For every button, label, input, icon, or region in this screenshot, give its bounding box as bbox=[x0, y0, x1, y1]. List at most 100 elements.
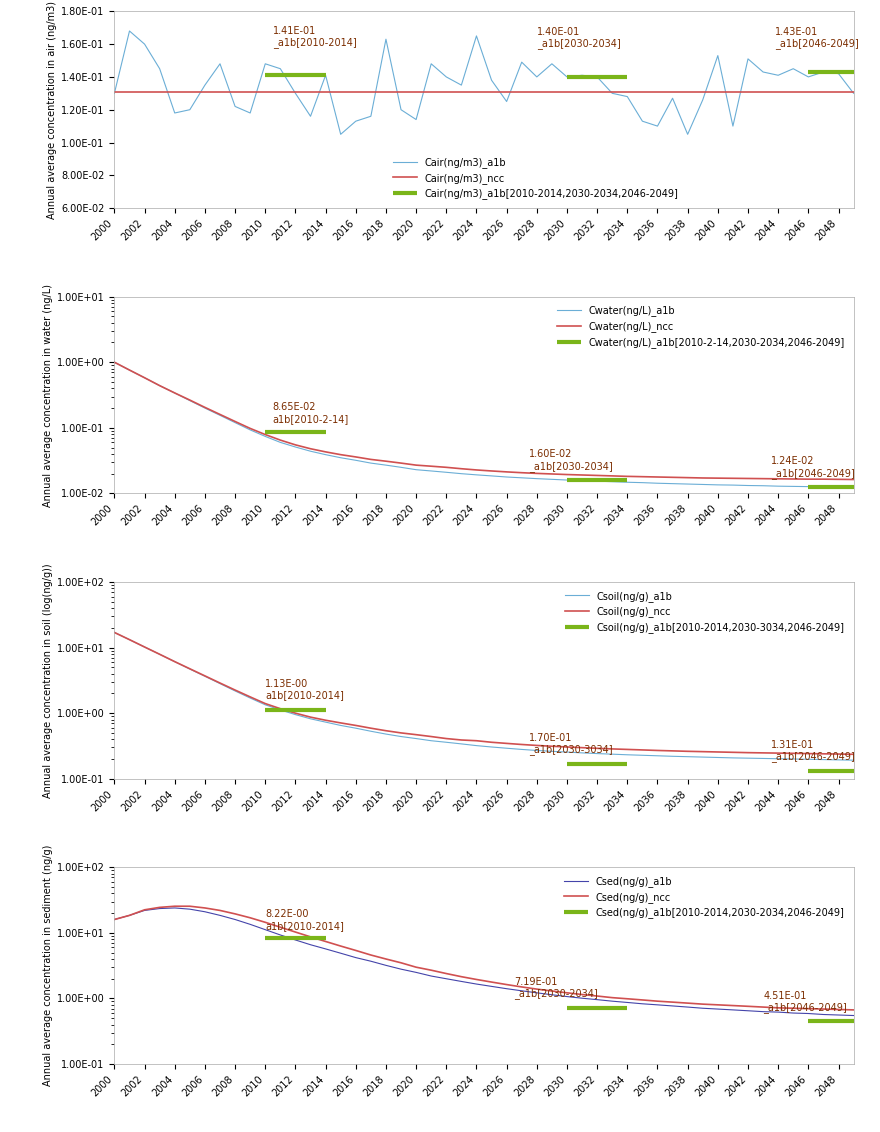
Cair(ng/m3)_a1b bbox=[592, 70, 603, 84]
Csed(ng/g)_a1b bbox=[561, 989, 572, 1003]
Cwater(ng/L)_ncc bbox=[576, 469, 587, 482]
Csed(ng/g)_a1b bbox=[124, 909, 135, 923]
Cair(ng/m3)_a1b bbox=[275, 62, 286, 76]
Cwater(ng/L)_a1b bbox=[396, 461, 407, 474]
Cair(ng/m3)_ncc bbox=[487, 86, 497, 100]
Cwater(ng/L)_a1b bbox=[426, 464, 436, 478]
Csed(ng/g)_a1b bbox=[109, 912, 120, 926]
Cwater(ng/L)_ncc bbox=[818, 472, 829, 486]
Csoil(ng/g)_a1b bbox=[154, 648, 165, 661]
Cair(ng/m3)_ncc bbox=[502, 86, 512, 100]
Csoil(ng/g)_a1b bbox=[139, 641, 150, 654]
Cwater(ng/L)_a1b bbox=[758, 479, 768, 492]
Text: 1.60E-02
_a1b[2030-2034]: 1.60E-02 _a1b[2030-2034] bbox=[529, 449, 613, 472]
Cair(ng/m3)_ncc bbox=[698, 86, 708, 100]
Cwater(ng/L)_ncc bbox=[154, 379, 165, 393]
Csoil(ng/g)_ncc bbox=[456, 734, 466, 747]
Csed(ng/g)_ncc bbox=[215, 903, 225, 917]
Line: Csoil(ng/g)_a1b: Csoil(ng/g)_a1b bbox=[114, 633, 854, 761]
Cair(ng/m3)_a1b bbox=[456, 78, 466, 92]
Cair(ng/m3)_ncc bbox=[124, 86, 135, 100]
Csed(ng/g)_ncc bbox=[698, 997, 708, 1011]
Cwater(ng/L)_a1b bbox=[350, 454, 361, 468]
Csoil(ng/g)_a1b bbox=[517, 743, 527, 756]
Cair(ng/m3)_a1b bbox=[743, 52, 753, 66]
Csed(ng/g)_a1b bbox=[305, 938, 316, 952]
Csed(ng/g)_a1b bbox=[637, 997, 648, 1011]
Cwater(ng/L)_a1b bbox=[487, 469, 497, 482]
Csoil(ng/g)_a1b bbox=[728, 752, 738, 765]
Legend: Cwater(ng/L)_a1b, Cwater(ng/L)_ncc, Cwater(ng/L)_a1b[2010-2-14,2030-2034,2046-20: Cwater(ng/L)_a1b, Cwater(ng/L)_ncc, Cwat… bbox=[553, 301, 848, 352]
Csoil(ng/g)_ncc bbox=[546, 739, 557, 753]
Csed(ng/g)_a1b bbox=[698, 1002, 708, 1015]
Csoil(ng/g)_a1b bbox=[245, 692, 255, 705]
Cair(ng/m3)_ncc bbox=[546, 86, 557, 100]
Cwater(ng/L)_a1b bbox=[576, 474, 587, 488]
Csed(ng/g)_a1b bbox=[245, 918, 255, 932]
Cwater(ng/L)_a1b bbox=[260, 430, 270, 444]
Cair(ng/m3)_ncc bbox=[185, 86, 195, 100]
Cair(ng/m3)_ncc bbox=[773, 86, 783, 100]
Cwater(ng/L)_a1b bbox=[230, 415, 240, 429]
Cwater(ng/L)_a1b bbox=[411, 463, 422, 477]
Csed(ng/g)_ncc bbox=[713, 998, 723, 1012]
Csoil(ng/g)_ncc bbox=[818, 747, 829, 761]
Csed(ng/g)_ncc bbox=[365, 949, 376, 962]
Cair(ng/m3)_ncc bbox=[848, 86, 859, 100]
Cwater(ng/L)_a1b bbox=[607, 475, 618, 489]
Cwater(ng/L)_a1b bbox=[788, 480, 798, 494]
Cair(ng/m3)_ncc bbox=[788, 86, 798, 100]
Csoil(ng/g)_a1b bbox=[185, 662, 195, 676]
Cwater(ng/L)_a1b bbox=[532, 472, 542, 486]
Cwater(ng/L)_ncc bbox=[200, 401, 210, 414]
Cair(ng/m3)_a1b bbox=[305, 110, 316, 123]
Cwater(ng/L)_a1b bbox=[833, 480, 844, 494]
Text: 7.19E-01
_a1b[2030-2034]: 7.19E-01 _a1b[2030-2034] bbox=[514, 977, 598, 1000]
Cwater(ng/L)_a1b bbox=[698, 478, 708, 491]
Line: Cwater(ng/L)_a1b: Cwater(ng/L)_a1b bbox=[114, 362, 854, 487]
Text: 1.40E-01
_a1b[2030-2034]: 1.40E-01 _a1b[2030-2034] bbox=[537, 26, 620, 49]
Cwater(ng/L)_a1b bbox=[200, 402, 210, 415]
Csoil(ng/g)_ncc bbox=[517, 738, 527, 752]
Cwater(ng/L)_ncc bbox=[713, 471, 723, 484]
Csed(ng/g)_a1b bbox=[592, 993, 603, 1006]
Csed(ng/g)_a1b bbox=[471, 977, 481, 990]
Cair(ng/m3)_a1b bbox=[109, 86, 120, 100]
Csoil(ng/g)_a1b bbox=[200, 669, 210, 683]
Cwater(ng/L)_a1b bbox=[139, 371, 150, 385]
Cwater(ng/L)_a1b bbox=[743, 479, 753, 492]
Cwater(ng/L)_ncc bbox=[396, 456, 407, 470]
Text: 1.70E-01
_a1b[2030-3034]: 1.70E-01 _a1b[2030-3034] bbox=[529, 732, 612, 755]
Csoil(ng/g)_ncc bbox=[576, 740, 587, 754]
Cwater(ng/L)_ncc bbox=[592, 469, 603, 482]
Cwater(ng/L)_a1b bbox=[803, 480, 814, 494]
Csoil(ng/g)_ncc bbox=[441, 731, 451, 745]
Csoil(ng/g)_a1b bbox=[773, 752, 783, 765]
Cair(ng/m3)_ncc bbox=[275, 86, 286, 100]
Csed(ng/g)_a1b bbox=[622, 996, 633, 1010]
Text: 8.22E-00
a1b[2010-2014]: 8.22E-00 a1b[2010-2014] bbox=[265, 909, 344, 931]
Csed(ng/g)_ncc bbox=[546, 984, 557, 997]
Csed(ng/g)_a1b bbox=[803, 1006, 814, 1020]
Cair(ng/m3)_ncc bbox=[818, 86, 829, 100]
Cair(ng/m3)_a1b bbox=[773, 68, 783, 82]
Csed(ng/g)_a1b bbox=[275, 928, 286, 942]
Csoil(ng/g)_ncc bbox=[245, 691, 255, 704]
Cwater(ng/L)_ncc bbox=[728, 472, 738, 486]
Csoil(ng/g)_ncc bbox=[200, 669, 210, 683]
Cwater(ng/L)_a1b bbox=[245, 423, 255, 437]
Csoil(ng/g)_a1b bbox=[576, 746, 587, 760]
Cwater(ng/L)_a1b bbox=[546, 472, 557, 486]
Cair(ng/m3)_ncc bbox=[170, 86, 180, 100]
Cair(ng/m3)_a1b bbox=[320, 68, 331, 82]
Csed(ng/g)_a1b bbox=[652, 998, 663, 1012]
Cair(ng/m3)_a1b bbox=[532, 70, 542, 84]
Csed(ng/g)_ncc bbox=[471, 972, 481, 986]
Csoil(ng/g)_ncc bbox=[290, 706, 301, 720]
Cair(ng/m3)_a1b bbox=[365, 110, 376, 123]
Cair(ng/m3)_ncc bbox=[456, 86, 466, 100]
Csed(ng/g)_ncc bbox=[456, 970, 466, 984]
Cwater(ng/L)_ncc bbox=[502, 465, 512, 479]
Csoil(ng/g)_a1b bbox=[698, 751, 708, 764]
Csed(ng/g)_a1b bbox=[713, 1002, 723, 1015]
